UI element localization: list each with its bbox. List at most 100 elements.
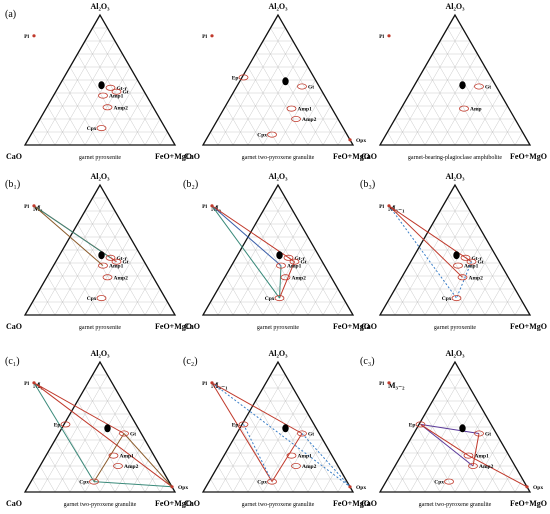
grid-line bbox=[129, 105, 153, 146]
grid-line bbox=[424, 53, 478, 146]
ternary-panel-c1: Al₂O₃ CaO FeO+MgO garnet two-pyroxene granu… bbox=[5, 349, 192, 508]
tie-line-pl-cpx bbox=[388, 205, 457, 299]
mineral-label-pl: Pl bbox=[379, 34, 384, 40]
mineral-label-cpx: Cpx bbox=[257, 480, 267, 486]
panel-label: (c₁) bbox=[5, 356, 20, 367]
grid-line bbox=[402, 105, 426, 146]
tie-line-pl-opx bbox=[211, 382, 351, 488]
ternary-panel-a1: Al₂O₃ CaO FeO+MgO garnet pyroxenite (a) Pl Gt-… bbox=[5, 2, 192, 161]
mineral-label-pl: Pl bbox=[202, 204, 207, 210]
vertex-label-al2o3: Al₂O₃ bbox=[445, 2, 465, 11]
ternary-grid bbox=[210, 197, 346, 316]
vertex-label-feo-mgo: FeO+MgO bbox=[510, 152, 547, 161]
mineral-label-gt: Gt bbox=[123, 90, 129, 96]
mineral-label-amp1: Amp1 bbox=[464, 264, 479, 270]
panel-title: garnet two-pyroxene granulite bbox=[419, 502, 492, 508]
mineral-label-amp2: Amp2 bbox=[114, 275, 129, 281]
grid-line bbox=[99, 426, 138, 493]
ternary-panel-c2: Al₂O₃ CaO FeO+MgO garnet two-pyroxene granu… bbox=[183, 349, 370, 508]
grid-line bbox=[69, 400, 123, 493]
triangle-outline bbox=[378, 183, 532, 316]
grid-line bbox=[69, 223, 123, 316]
grid-line bbox=[92, 197, 161, 316]
grid-line bbox=[54, 262, 86, 316]
mineral-marker-gt bbox=[111, 258, 122, 265]
mineral-marker-gt bbox=[474, 83, 484, 90]
grid-line bbox=[217, 374, 286, 493]
grid-line bbox=[307, 275, 331, 316]
mineral-marker-gt-r bbox=[105, 254, 116, 261]
tie-line-pl-opx bbox=[33, 382, 173, 488]
ternary-grid bbox=[387, 27, 523, 146]
grid-line bbox=[129, 452, 153, 493]
grid-line bbox=[447, 27, 516, 146]
grid-line bbox=[454, 79, 493, 146]
grid-line bbox=[262, 387, 324, 493]
panel-title: garnet pyroxenite bbox=[79, 155, 121, 161]
mineral-label-pl: Pl bbox=[24, 381, 29, 387]
mineral-label-opx: Opx bbox=[356, 485, 366, 491]
mineral-label-gt: Gt bbox=[123, 260, 129, 266]
grid-line bbox=[337, 478, 346, 493]
metamorphic-stage-label: M₃₋₂ bbox=[388, 381, 405, 390]
mineral-marker-amp1 bbox=[286, 452, 297, 459]
grid-line bbox=[270, 197, 339, 316]
mineral-marker-amp2 bbox=[468, 462, 478, 469]
vertex-label-feo-mgo: FeO+MgO bbox=[155, 152, 192, 161]
grid-line bbox=[262, 40, 324, 146]
grid-line bbox=[255, 53, 309, 146]
panel-title: garnet two-pyroxene granulite bbox=[242, 155, 315, 161]
triangle-outline bbox=[23, 13, 177, 146]
tie-line-gt-cpx bbox=[271, 433, 303, 482]
grid-line bbox=[270, 27, 339, 146]
mineral-label-gt: Gt bbox=[301, 260, 307, 266]
mineral-marker-amp2 bbox=[291, 462, 301, 469]
vertex-label-feo-mgo: FeO+MgO bbox=[510, 322, 547, 331]
bulk-composition-marker bbox=[104, 424, 111, 433]
grid-line bbox=[484, 452, 508, 493]
mineral-marker-gt bbox=[111, 88, 122, 95]
grid-line bbox=[255, 223, 309, 316]
metamorphic-stage-label: M₃₋₁ bbox=[211, 381, 228, 390]
grid-line bbox=[402, 452, 426, 493]
grid-line bbox=[240, 249, 279, 316]
grid-line bbox=[32, 301, 41, 316]
panel-title: garnet pyroxenite bbox=[257, 325, 299, 331]
mineral-label-gt: Gt bbox=[130, 432, 136, 438]
mineral-marker-pl bbox=[32, 381, 36, 385]
grid-line bbox=[394, 27, 463, 146]
mineral-marker-pl bbox=[210, 204, 214, 208]
grid-line bbox=[439, 210, 501, 316]
mineral-label-amp1: Amp1 bbox=[120, 454, 135, 460]
mineral-label-amp1: Amp1 bbox=[109, 94, 124, 100]
mineral-label-ep: Ep bbox=[54, 422, 61, 428]
grid-line bbox=[247, 400, 301, 493]
mineral-label-gt: Gt bbox=[485, 432, 491, 438]
grid-line bbox=[424, 413, 471, 493]
mineral-label-amp2: Amp2 bbox=[479, 464, 494, 470]
tie-line-pl-cpx bbox=[211, 205, 280, 299]
tie-line-pl-amp1 bbox=[211, 205, 282, 266]
grid-line bbox=[77, 223, 131, 316]
mineral-marker-cpx bbox=[267, 478, 277, 485]
grid-line bbox=[32, 478, 41, 493]
vertex-label-al2o3: Al₂O₃ bbox=[445, 172, 465, 181]
mineral-marker-cpx bbox=[267, 131, 277, 138]
vertex-label-cao: CaO bbox=[361, 152, 377, 161]
grid-line bbox=[69, 66, 116, 146]
bulk-composition-marker bbox=[459, 81, 466, 90]
grid-line bbox=[99, 249, 138, 316]
grid-line bbox=[217, 465, 234, 493]
tie-line-gt-opx bbox=[123, 433, 173, 488]
tie-line-pl-cpx bbox=[211, 382, 273, 482]
vertex-label-cao: CaO bbox=[184, 322, 200, 331]
tie-line-pl-amp1 bbox=[33, 205, 104, 266]
mineral-label-pl: Pl bbox=[379, 381, 384, 387]
bulk-composition-marker bbox=[459, 424, 466, 433]
mineral-marker-amp2 bbox=[102, 104, 113, 111]
grid-line bbox=[387, 131, 396, 146]
mineral-marker-gt bbox=[289, 258, 300, 265]
grid-line bbox=[225, 105, 249, 146]
